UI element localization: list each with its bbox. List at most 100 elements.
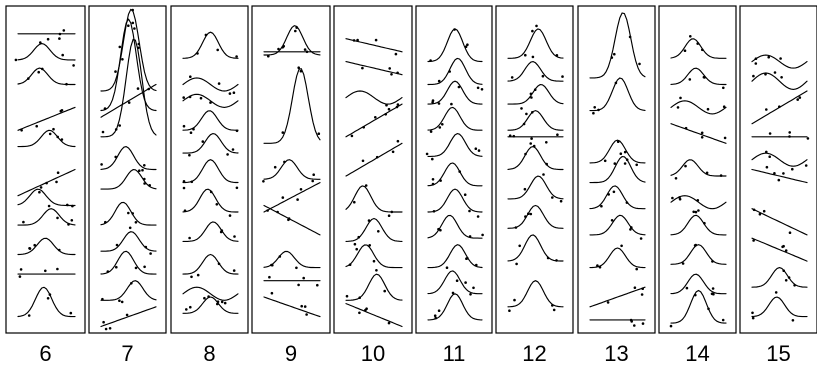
data-point (361, 66, 364, 70)
data-point (468, 209, 471, 213)
data-point (525, 112, 528, 116)
data-point (268, 275, 271, 279)
data-point (705, 171, 709, 175)
data-point (700, 131, 704, 135)
data-point (468, 235, 472, 238)
data-point (118, 45, 122, 49)
panel-frame (577, 5, 656, 334)
data-point (391, 150, 395, 154)
panel-7: 7 (88, 5, 167, 366)
series-line (507, 28, 564, 59)
data-point (56, 216, 59, 220)
series-line (100, 280, 157, 301)
data-point (425, 152, 429, 156)
series-line (670, 214, 727, 236)
data-point (223, 301, 227, 305)
data-point (189, 131, 193, 134)
data-point (374, 116, 377, 119)
data-point (674, 177, 678, 180)
data-point (183, 209, 187, 212)
panel-label: 12 (522, 341, 546, 366)
data-point (439, 179, 442, 182)
data-point (19, 268, 23, 271)
series-line (670, 244, 727, 265)
data-point (201, 140, 205, 143)
series-line (17, 188, 76, 207)
data-point (149, 252, 152, 255)
data-point (305, 313, 308, 316)
data-point (216, 48, 219, 52)
data-point (118, 299, 121, 303)
data-point (22, 220, 25, 224)
data-point (638, 62, 641, 66)
data-point (297, 283, 300, 287)
data-point (758, 212, 762, 216)
data-point (377, 230, 380, 233)
data-point (27, 314, 31, 317)
series-line (182, 221, 239, 242)
data-point (555, 54, 559, 57)
data-point (283, 160, 286, 164)
data-point (232, 91, 236, 94)
data-point (510, 76, 514, 79)
data-point (46, 297, 50, 300)
data-point (535, 24, 538, 28)
series-line (751, 152, 808, 167)
panel-8: 8 (170, 5, 249, 366)
data-point (697, 209, 700, 212)
series-line (427, 57, 483, 86)
data-point (480, 88, 484, 91)
data-point (367, 219, 371, 222)
data-point (67, 223, 70, 226)
series-line (17, 286, 76, 318)
data-point (190, 275, 193, 279)
data-point (345, 294, 349, 298)
data-point (232, 269, 236, 272)
data-point (765, 150, 768, 154)
data-point (281, 131, 285, 134)
data-point (296, 198, 299, 201)
data-point (362, 126, 366, 129)
data-point (530, 137, 533, 140)
data-point (196, 273, 200, 277)
series-line (751, 237, 808, 262)
series-line (100, 18, 157, 112)
data-point (388, 67, 392, 70)
series-line (17, 106, 76, 131)
data-point (114, 128, 118, 131)
series-line (263, 250, 321, 269)
data-point (100, 163, 103, 166)
series-line (670, 273, 727, 295)
data-point (37, 70, 40, 74)
data-point (55, 180, 58, 184)
series-line (507, 204, 564, 229)
data-point (722, 105, 726, 108)
series-line (182, 93, 239, 108)
data-point (804, 164, 808, 167)
data-point (104, 327, 108, 331)
data-point (477, 149, 481, 152)
panel-label: 13 (604, 341, 628, 366)
data-point (383, 289, 387, 293)
data-point (231, 148, 235, 151)
panel-frame (739, 5, 817, 334)
data-point (472, 286, 475, 290)
data-point (226, 153, 229, 156)
data-point (693, 244, 697, 247)
data-point (303, 48, 307, 51)
data-point (189, 75, 192, 78)
data-point (46, 37, 50, 41)
data-point (56, 135, 59, 139)
data-point (396, 139, 400, 143)
series-line (507, 234, 564, 262)
data-point (196, 52, 199, 55)
data-point (233, 235, 236, 238)
data-point (358, 296, 362, 300)
data-point (72, 64, 75, 67)
data-point (300, 304, 304, 308)
data-point (752, 208, 756, 212)
panel-9: 9 (251, 5, 331, 366)
data-point (782, 269, 785, 273)
data-point (778, 105, 781, 108)
data-point (295, 266, 298, 270)
